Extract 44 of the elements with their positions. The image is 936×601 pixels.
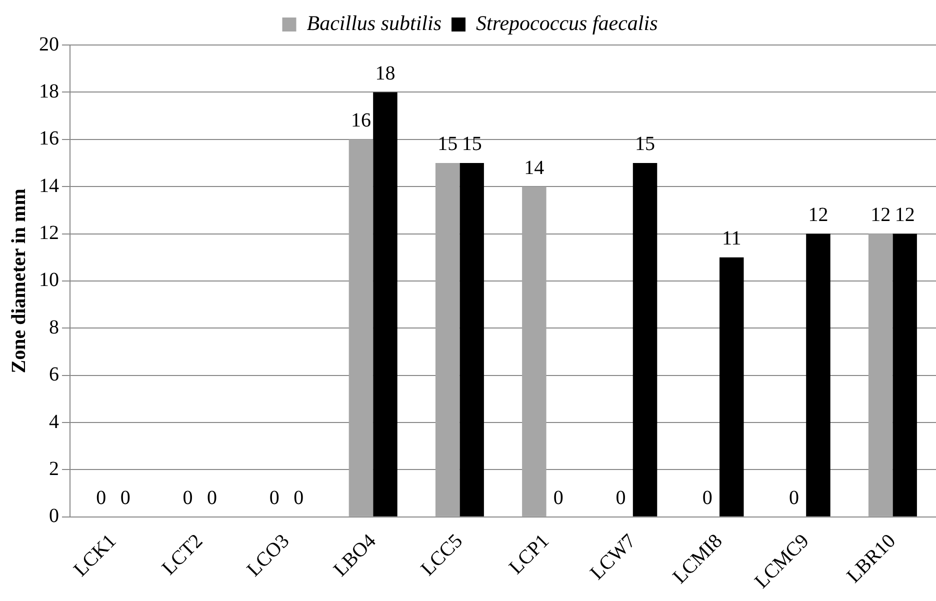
data-label: 0: [207, 487, 218, 510]
data-label: 12: [808, 204, 828, 226]
bar: [348, 139, 374, 516]
data-label: 0: [553, 487, 564, 510]
data-label: 15: [438, 133, 458, 156]
data-label: 0: [702, 487, 712, 510]
data-label: 0: [120, 487, 130, 510]
data-label: 0: [788, 487, 799, 510]
data-label: 0: [182, 487, 193, 510]
bar: [522, 186, 546, 516]
y-tick-label: 2: [49, 458, 59, 480]
data-label: 18: [375, 62, 396, 84]
bar: [806, 234, 830, 516]
y-tick-label: 16: [39, 128, 59, 150]
data-label: 11: [722, 228, 742, 250]
y-tick-label: 4: [49, 410, 59, 433]
data-label: 0: [269, 487, 280, 510]
data-label: 16: [350, 110, 371, 132]
y-axis-title: Zone diameter in mm: [8, 188, 30, 374]
bar: [460, 162, 484, 516]
y-tick-label: 10: [39, 269, 59, 292]
y-tick-label: 0: [49, 505, 59, 528]
y-tick-label: 18: [39, 80, 59, 102]
data-label: 0: [294, 487, 304, 510]
bar: [892, 234, 917, 516]
data-label: 14: [524, 156, 544, 179]
data-label: 15: [635, 133, 656, 156]
data-label: 12: [870, 204, 891, 226]
data-label: 0: [616, 487, 626, 510]
data-label: 12: [894, 204, 915, 226]
data-label: 0: [96, 487, 106, 510]
y-tick-label: 12: [39, 222, 59, 244]
y-tick-label: 14: [39, 174, 59, 197]
bar: [373, 92, 398, 516]
bar: [435, 162, 460, 516]
y-tick-label: 6: [49, 364, 59, 386]
bar: [632, 162, 658, 516]
data-label: 15: [462, 133, 482, 156]
legend-label: Strepococcus faecalis: [476, 11, 658, 36]
bar: [720, 257, 744, 516]
bar: [868, 234, 893, 516]
y-tick-label: 20: [39, 33, 59, 56]
y-tick-label: 8: [49, 316, 59, 338]
legend-label: Bacillus subtilis: [306, 11, 442, 36]
